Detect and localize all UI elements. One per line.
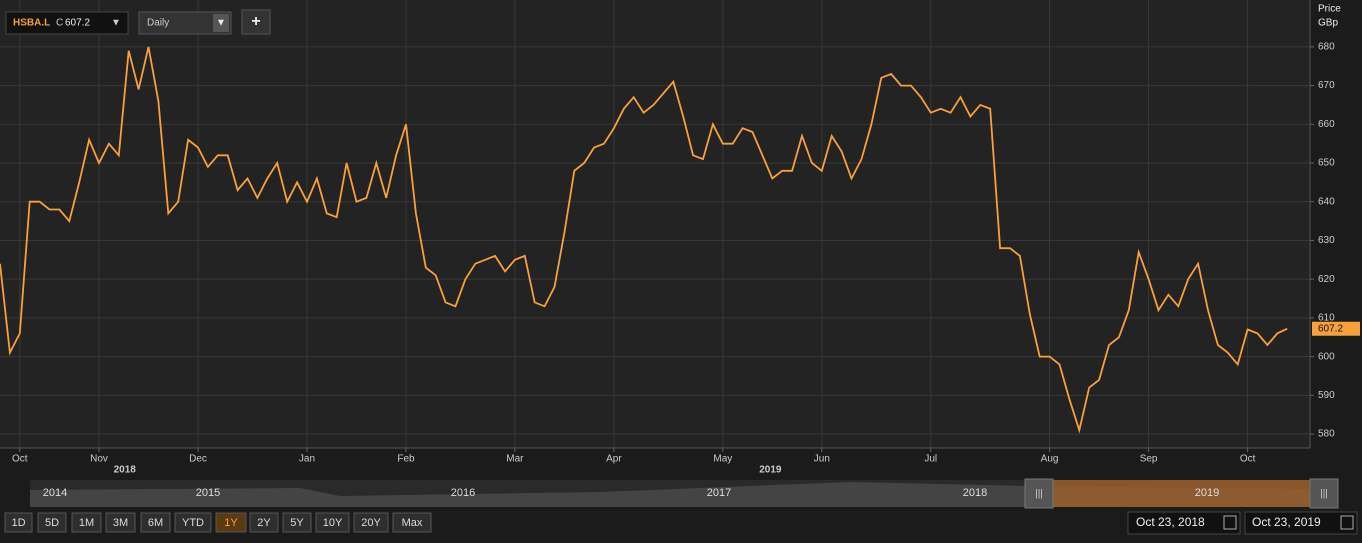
period-label: 2Y: [257, 517, 271, 529]
x-tick-label: Jul: [924, 454, 937, 465]
period-label: 6M: [148, 517, 163, 529]
period-label: YTD: [182, 517, 204, 529]
x-tick-label: Nov: [90, 454, 108, 465]
period-label: 3M: [113, 517, 128, 529]
x-tick-label: Oct: [1240, 454, 1256, 465]
period-button[interactable]: [249, 512, 279, 533]
period-label: 1M: [79, 517, 94, 529]
navigator-handle[interactable]: [1309, 478, 1339, 509]
y-tick-label: 630: [1318, 235, 1335, 246]
navigator-year: 2019: [1195, 487, 1219, 499]
x-tick-label: Oct: [12, 454, 28, 465]
close-prefix: C: [56, 18, 63, 29]
period-button[interactable]: [315, 512, 350, 533]
navigator-year: 2016: [451, 487, 475, 499]
period-button[interactable]: [71, 512, 102, 533]
x-tick-label: Dec: [189, 454, 207, 465]
navigator-area: [30, 482, 1310, 507]
period-button[interactable]: [37, 512, 67, 533]
dropdown-arrow: ▼: [216, 18, 226, 29]
y-tick-label: 670: [1318, 80, 1335, 91]
navigator-selection[interactable]: [1052, 480, 1310, 507]
interval: Daily: [147, 18, 169, 29]
x-tick-label: Jun: [814, 454, 830, 465]
navigator-year: 2017: [707, 487, 731, 499]
period-button[interactable]: [174, 512, 212, 533]
last-price-label: 607.2: [1318, 323, 1343, 334]
add-icon: +: [251, 13, 260, 30]
x-tick-label: Aug: [1041, 454, 1059, 465]
period-button[interactable]: [282, 512, 312, 533]
interval-box[interactable]: [138, 11, 232, 35]
navigator-year: 2015: [196, 487, 220, 499]
y-tick-label: 680: [1318, 41, 1335, 52]
start-date-box[interactable]: [1127, 511, 1241, 535]
dropdown-arrow: ▼: [111, 18, 121, 29]
plot-area: [0, 0, 1310, 448]
period-button[interactable]: [140, 512, 171, 533]
year-label: 2019: [759, 465, 782, 476]
period-label: 5Y: [290, 517, 304, 529]
period-label: Max: [402, 517, 423, 529]
last-price-tag: [1312, 321, 1360, 336]
period-button[interactable]: [105, 512, 136, 533]
symbol: HSBA.L: [13, 18, 50, 29]
y-tick-label: 590: [1318, 390, 1335, 401]
calendar-icon[interactable]: [1340, 515, 1354, 530]
symbol-box[interactable]: [5, 11, 129, 35]
interval-arrow-box: [213, 14, 229, 32]
handle-grip: |||: [1320, 489, 1328, 500]
y-tick-label: 610: [1318, 313, 1335, 324]
x-tick-label: May: [713, 454, 732, 465]
x-tick-label: Feb: [397, 454, 415, 465]
x-tick-label: Mar: [506, 454, 524, 465]
y-tick-label: 640: [1318, 196, 1335, 207]
year-label: 2018: [114, 465, 137, 476]
x-tick-label: Apr: [606, 454, 622, 465]
period-button[interactable]: [353, 512, 389, 533]
calendar-icon[interactable]: [1223, 515, 1237, 530]
period-label: 20Y: [361, 517, 381, 529]
navigator-handle[interactable]: [1024, 478, 1054, 509]
navigator-year: 2014: [43, 487, 67, 499]
close-value: 607.2: [65, 18, 90, 29]
period-label: 10Y: [323, 517, 343, 529]
start-date: Oct 23, 2018: [1136, 515, 1205, 529]
x-tick-label: Jan: [299, 454, 315, 465]
end-date-box[interactable]: [1244, 511, 1358, 535]
period-label: 5D: [45, 517, 59, 529]
handle-grip: |||: [1035, 489, 1043, 500]
x-tick-label: Sep: [1140, 454, 1158, 465]
period-button[interactable]: [4, 512, 33, 533]
period-button[interactable]: [215, 512, 247, 533]
y-axis-unit: GBp: [1318, 18, 1338, 29]
period-button[interactable]: [392, 512, 432, 533]
y-tick-label: 660: [1318, 119, 1335, 130]
y-tick-label: 620: [1318, 274, 1335, 285]
y-axis-title: Price: [1318, 4, 1341, 15]
y-tick-label: 650: [1318, 158, 1335, 169]
add-button[interactable]: [241, 9, 271, 35]
navigator-year: 2018: [963, 487, 987, 499]
end-date: Oct 23, 2019: [1252, 515, 1321, 529]
period-label: 1D: [11, 517, 25, 529]
price-line: [0, 46, 1288, 434]
period-label: 1Y: [224, 517, 238, 529]
y-tick-label: 580: [1318, 429, 1335, 440]
y-tick-label: 600: [1318, 351, 1335, 362]
